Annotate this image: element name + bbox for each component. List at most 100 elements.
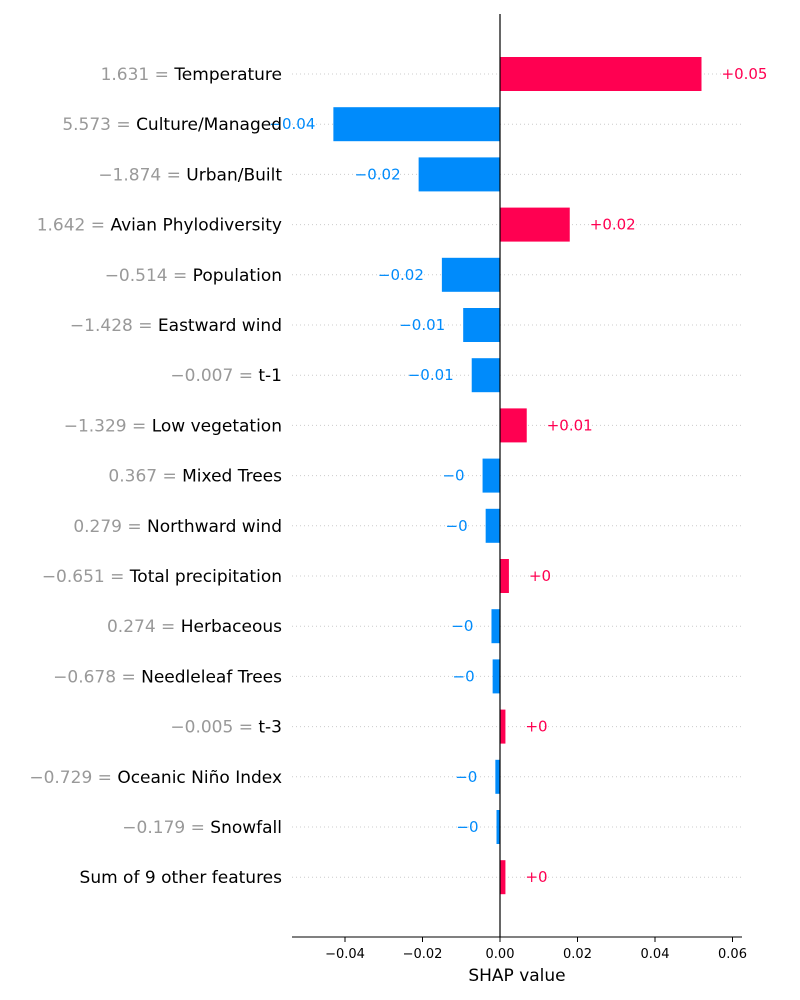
feature-value: 0.279 [73, 517, 122, 537]
feature-value: 0.274 [107, 617, 156, 637]
feature-name: Snowfall [210, 818, 282, 838]
feature-name: t-1 [258, 366, 282, 386]
x-tick-label: 0.00 [486, 947, 515, 962]
x-axis: −0.04 −0.02 0.00 0.02 0.04 0.06 [292, 936, 747, 962]
shap-bar [500, 860, 506, 895]
shap-bar [500, 207, 570, 242]
feature-value: −1.428 [70, 316, 133, 336]
bar-value-label: −0.01 [399, 316, 445, 334]
shap-bar [333, 107, 500, 142]
bar-value-label: −0.01 [408, 366, 454, 384]
feature-name: Total precipitation [129, 567, 282, 587]
feature-name: Culture/Managed [136, 115, 282, 135]
feature-name: Herbaceous [181, 617, 282, 637]
feature-label: Sum of 9 other features [80, 868, 283, 888]
shap-bar [471, 358, 500, 393]
bar-value-label: −0 [451, 617, 473, 635]
shap-bar [482, 458, 500, 493]
bar-value-label: −0 [456, 818, 478, 836]
equals-sign: = [168, 266, 193, 286]
equals-sign: = [85, 216, 110, 236]
bars: +0.05 −0.04 −0.02 +0.02 −0.02 −0.01 −0.01 +0.01… [269, 57, 768, 895]
feature-name: Mixed Trees [182, 467, 282, 487]
bar-value-label: −0 [455, 768, 477, 786]
equals-sign: = [111, 115, 136, 135]
bar-value-label: +0 [525, 718, 547, 736]
feature-name: Needleleaf Trees [141, 667, 282, 687]
bar-value-label: −0 [453, 667, 475, 685]
feature-name: Oceanic Niño Index [117, 768, 282, 788]
bar-value-label: −0.02 [355, 165, 401, 183]
shap-bar [500, 408, 527, 443]
feature-name: Urban/Built [186, 165, 282, 185]
equals-sign: = [116, 667, 141, 687]
feature-label: −0.007 = t-1 [170, 366, 282, 386]
x-tick-label: −0.04 [325, 947, 365, 962]
bar-value-label: −0.04 [269, 115, 315, 133]
feature-label: −1.329 = Low vegetation [64, 416, 282, 436]
bar-value-label: −0.02 [378, 266, 424, 284]
feature-value: −1.329 [64, 416, 127, 436]
feature-value: −0.179 [122, 818, 185, 838]
feature-label: −1.874 = Urban/Built [98, 165, 282, 185]
feature-value: −0.007 [170, 366, 233, 386]
shap-bar [491, 609, 500, 644]
feature-label: −0.729 = Oceanic Niño Index [29, 768, 282, 788]
shap-bar [500, 57, 702, 91]
bar-value-label: +0.05 [722, 65, 768, 83]
feature-value: 5.573 [62, 115, 111, 135]
bar-value-label: +0.02 [590, 216, 636, 234]
feature-label: −0.005 = t-3 [170, 718, 282, 738]
shap-bar [463, 308, 500, 342]
feature-name: t-3 [258, 718, 282, 738]
feature-value: −0.729 [29, 768, 92, 788]
feature-name: Low vegetation [152, 416, 282, 436]
feature-label: −1.428 = Eastward wind [70, 316, 282, 336]
feature-label: 0.279 = Northward wind [73, 517, 282, 537]
feature-value: 1.642 [37, 216, 86, 236]
feature-value: 0.367 [108, 467, 157, 487]
equals-sign: = [157, 467, 182, 487]
x-tick-label: 0.06 [718, 947, 747, 962]
x-tick-label: 0.02 [563, 947, 592, 962]
shap-bar [418, 157, 500, 192]
shap-bar [485, 508, 500, 543]
shap-bar [441, 257, 500, 292]
x-tick-label: 0.04 [641, 947, 670, 962]
shap-bar [495, 759, 500, 794]
feature-value: −1.874 [98, 165, 161, 185]
equals-sign: = [127, 416, 152, 436]
feature-value: 1.631 [101, 65, 150, 85]
equals-sign: = [185, 818, 210, 838]
feature-value: −0.514 [105, 266, 168, 286]
feature-value: −0.678 [53, 667, 116, 687]
bar-value-label: −0 [442, 467, 464, 485]
equals-sign: = [133, 316, 158, 336]
equals-sign: = [92, 768, 117, 788]
feature-label: 1.642 = Avian Phylodiversity [37, 216, 282, 236]
feature-label: 0.367 = Mixed Trees [108, 467, 282, 487]
feature-name: Eastward wind [158, 316, 282, 336]
x-tick-label: −0.02 [403, 947, 443, 962]
feature-value: −0.651 [42, 567, 105, 587]
feature-value: −0.005 [170, 718, 233, 738]
feature-label: −0.179 = Snowfall [122, 818, 282, 838]
feature-name: Temperature [173, 65, 282, 85]
feature-label: 0.274 = Herbaceous [107, 617, 282, 637]
grid-lines [292, 73, 742, 878]
equals-sign: = [122, 517, 147, 537]
feature-label: 5.573 = Culture/Managed [62, 115, 282, 135]
feature-label: −0.514 = Population [105, 266, 282, 286]
feature-name: Population [193, 266, 282, 286]
shap-bar [496, 810, 500, 844]
feature-name: Northward wind [147, 517, 282, 537]
equals-sign: = [233, 718, 258, 738]
feature-name: Sum of 9 other features [80, 868, 283, 888]
x-axis-label: SHAP value [468, 966, 565, 986]
feature-name: Avian Phylodiversity [110, 216, 282, 236]
feature-labels: 1.631 = Temperature 5.573 = Culture/Manag… [29, 65, 282, 888]
equals-sign: = [233, 366, 258, 386]
bar-value-label: +0.01 [547, 416, 593, 434]
shap-bar [492, 659, 500, 694]
feature-label: −0.651 = Total precipitation [42, 567, 282, 587]
